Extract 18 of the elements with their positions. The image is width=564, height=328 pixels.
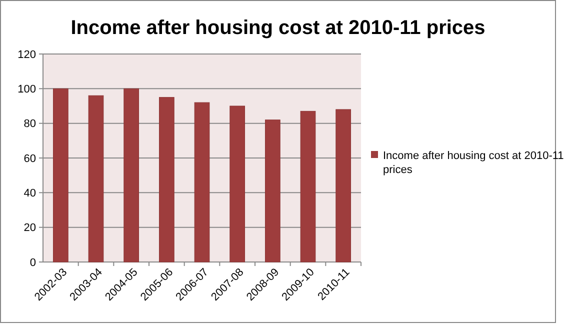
bar	[300, 110, 316, 262]
bar	[336, 109, 352, 262]
bar	[158, 97, 174, 262]
y-tick-label: 80	[24, 118, 36, 130]
y-tick-label: 100	[18, 84, 36, 96]
y-tick-label: 0	[30, 256, 36, 269]
y-tick-label: 120	[18, 48, 36, 61]
y-tick-label: 20	[24, 222, 36, 234]
bar	[124, 88, 140, 262]
bar	[52, 88, 68, 262]
chart-title: Income after housing cost at 2010-11 prices	[70, 17, 486, 39]
legend-label: Income after housing cost at 2010-11 prices	[383, 150, 564, 176]
bar	[194, 102, 210, 262]
bar	[264, 120, 280, 262]
bar	[230, 106, 246, 262]
y-tick-label: 40	[24, 188, 36, 200]
y-tick-label: 60	[24, 152, 36, 165]
bar	[88, 95, 104, 262]
